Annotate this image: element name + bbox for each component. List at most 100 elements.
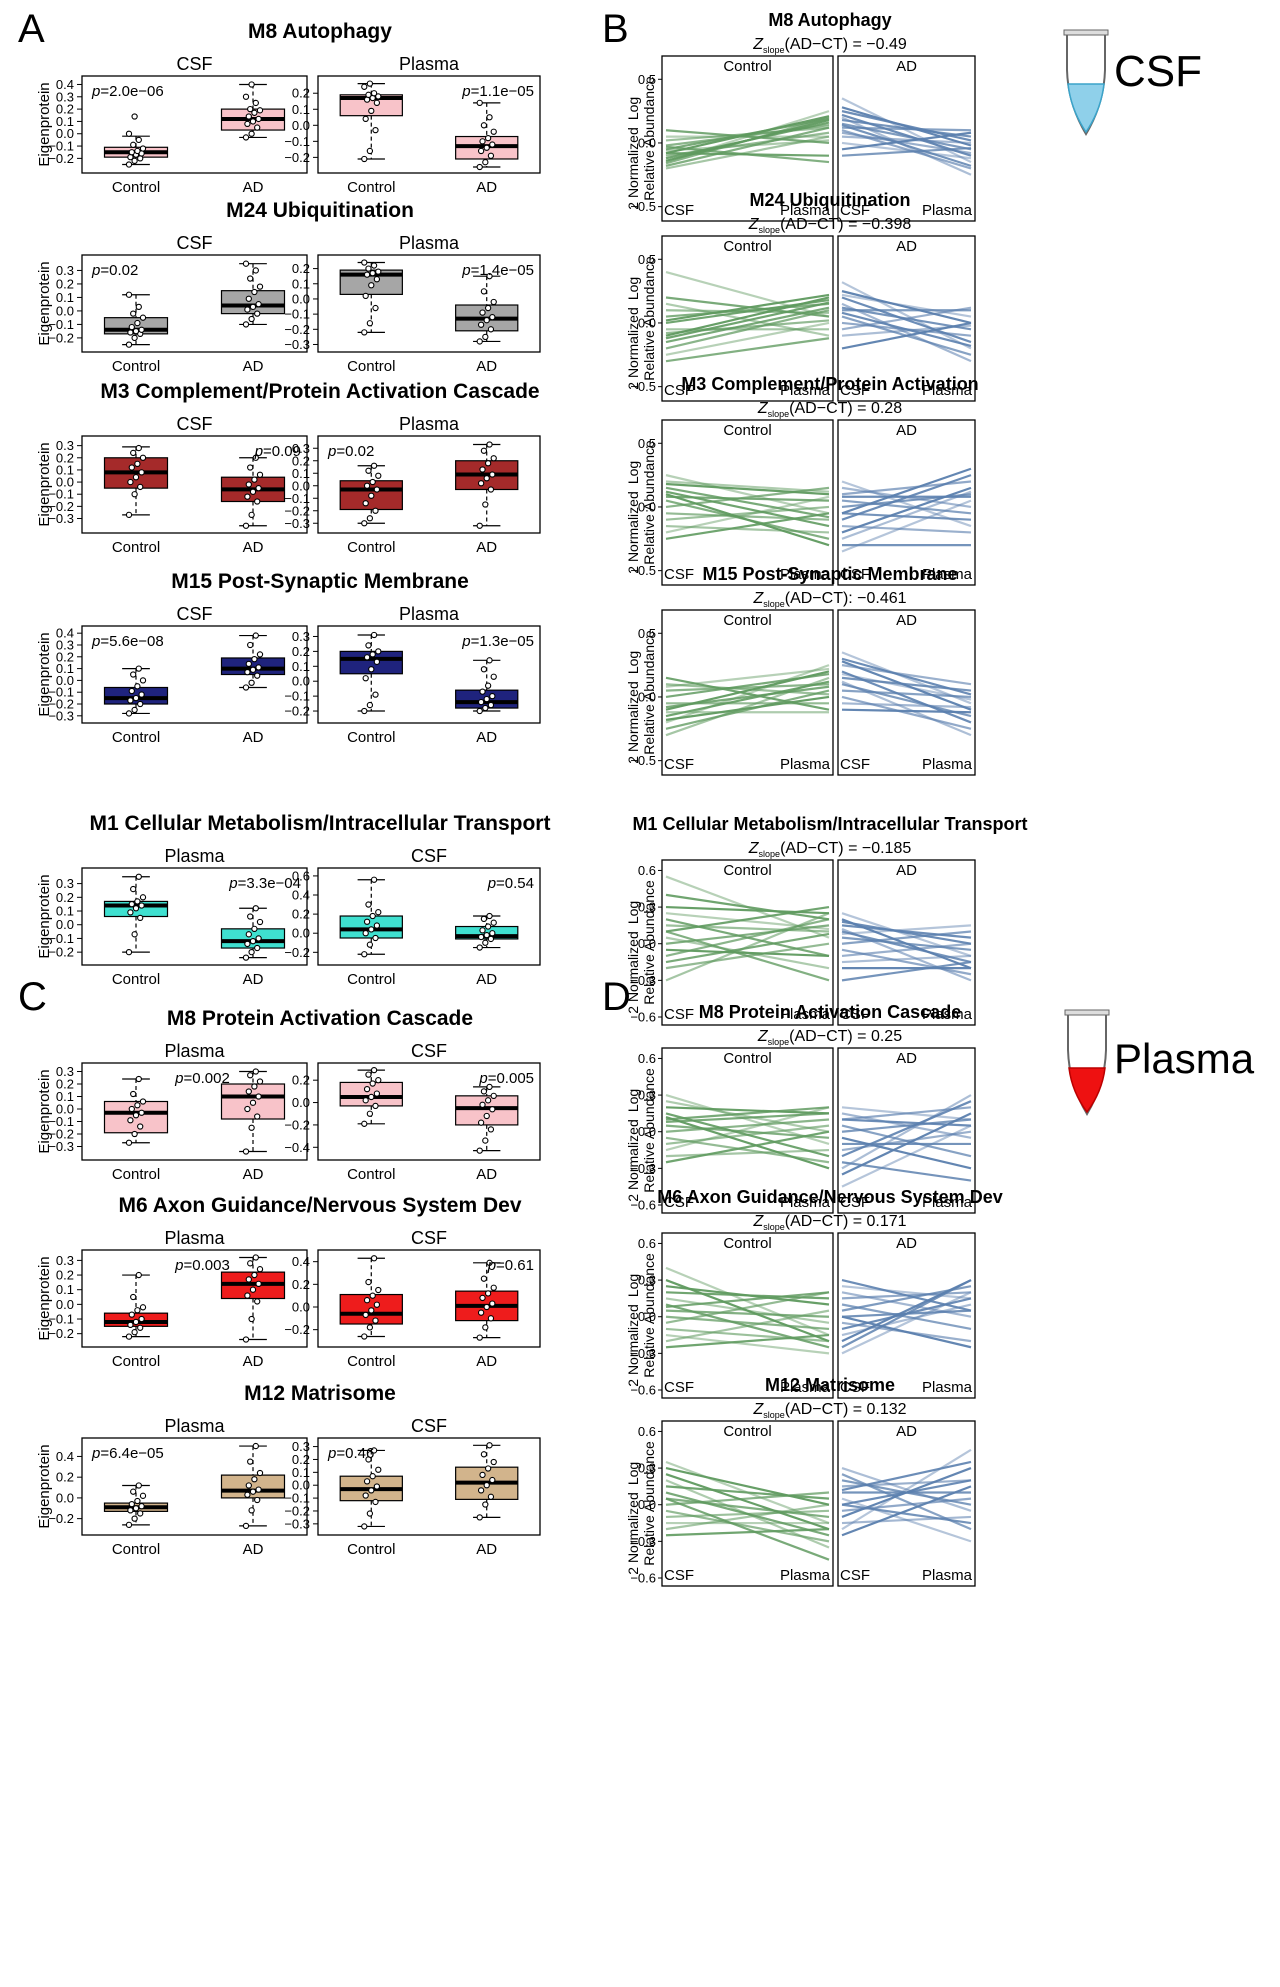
subplot-plasma: Plasma −0.2−0.10.00.10.20.3 Control AD p=1.3… — [284, 604, 541, 746]
y-tick-label: 0.0 — [292, 291, 310, 306]
data-point — [487, 701, 495, 709]
y-tick-label: 0.1 — [292, 102, 310, 117]
data-point — [254, 1298, 261, 1305]
facet-label: Control — [723, 238, 771, 255]
data-point — [362, 1311, 369, 1319]
paired-line — [841, 1303, 972, 1331]
p-value-text: =0.02 — [100, 262, 138, 279]
data-point — [125, 1139, 133, 1146]
facet-frame — [837, 1420, 976, 1587]
p-symbol: p — [174, 1070, 183, 1087]
paired-line — [665, 337, 830, 363]
data-point — [369, 269, 376, 277]
paired-line — [665, 1467, 830, 1506]
y-tick-label: −0.2 — [48, 1326, 74, 1341]
facet-label: Control — [723, 612, 771, 629]
x-label-csf: CSF — [664, 1006, 694, 1023]
paired-line — [665, 493, 830, 547]
data-point — [486, 657, 493, 664]
data-point — [368, 107, 375, 115]
data-point — [370, 90, 378, 97]
y-tick-label: −0.2 — [48, 1511, 74, 1526]
data-point — [130, 1488, 137, 1495]
facet-frame — [661, 55, 834, 222]
x-category-label: AD — [243, 1166, 264, 1183]
paired-line — [841, 1285, 972, 1300]
data-point — [489, 141, 496, 148]
data-point — [368, 666, 375, 673]
data-point — [372, 1498, 379, 1506]
data-point — [369, 1473, 376, 1480]
y-tick-label: 0.2 — [292, 1277, 310, 1292]
y-tick-label: −0.5 — [630, 379, 656, 394]
data-point — [370, 1255, 378, 1262]
facet-frame — [837, 235, 976, 402]
x-label-plasma: Plasma — [780, 1006, 831, 1023]
data-point — [135, 136, 142, 144]
x-label-plasma: Plasma — [780, 1194, 831, 1211]
data-point — [373, 1301, 381, 1308]
data-point — [255, 1486, 262, 1493]
data-point — [128, 1105, 135, 1113]
facet-ad: AD CSF Plasma — [837, 1047, 976, 1214]
data-point — [373, 658, 381, 665]
data-point — [366, 1324, 374, 1331]
facet-label: AD — [896, 422, 917, 439]
module-title: M12 Matrisome — [765, 1375, 895, 1395]
paired-line — [665, 1309, 830, 1343]
data-point — [251, 925, 258, 932]
x-category-label: AD — [243, 1541, 264, 1558]
data-point — [370, 1447, 378, 1454]
facet-label: Control — [723, 1423, 771, 1440]
data-point — [489, 1476, 496, 1484]
fluid-label: CSF — [177, 54, 213, 74]
y-axis-label-relative: Relative Abundance — [641, 1441, 657, 1566]
data-point — [251, 1083, 258, 1090]
facet-frame — [661, 609, 834, 776]
x-label-csf: CSF — [840, 1379, 870, 1396]
paired-line — [665, 474, 830, 515]
y-tick-label: −0.2 — [284, 1322, 310, 1337]
data-point — [125, 161, 133, 168]
data-point — [487, 935, 495, 943]
x-label-csf: CSF — [840, 566, 870, 583]
data-point — [127, 909, 134, 916]
paired-line — [665, 924, 830, 933]
z-subscript: slope — [763, 1410, 785, 1420]
paired-line — [665, 1291, 830, 1324]
data-point — [373, 1483, 381, 1490]
paired-line — [665, 126, 830, 142]
data-point — [132, 1318, 140, 1326]
paired-line — [841, 311, 972, 347]
paired-line — [841, 512, 972, 521]
z-value: (AD−CT) = 0.25 — [789, 1028, 902, 1045]
legend-plasma-label: Plasma — [1114, 1035, 1255, 1082]
y-tick-label: 0.0 — [56, 126, 74, 141]
data-point — [125, 130, 133, 137]
data-point — [138, 1109, 145, 1116]
box-control — [339, 1066, 403, 1127]
data-point — [249, 666, 257, 673]
data-point — [134, 683, 141, 690]
data-point — [135, 873, 142, 880]
paired-line — [665, 912, 830, 982]
data-point — [249, 488, 257, 495]
line-module-1: M24 Ubiquitination Zslope(AD−CT) = −0.398… — [625, 190, 976, 402]
module-title: M24 Ubiquitination — [226, 199, 414, 222]
data-point — [251, 476, 258, 483]
data-point — [487, 1493, 495, 1500]
data-point — [131, 931, 138, 938]
y-axis-label-normalized: 2 Normalized — [625, 1304, 641, 1386]
data-point — [244, 940, 251, 948]
z-subscript: slope — [768, 1037, 790, 1047]
x-label-csf: CSF — [664, 756, 694, 773]
facet-label: AD — [896, 1050, 917, 1067]
y-tick-label: 0.3 — [56, 876, 74, 891]
paired-line — [841, 290, 972, 325]
fluid-label: Plasma — [399, 54, 460, 74]
y-tick-label: −0.6 — [630, 1571, 656, 1586]
y-tick-label: −0.3 — [284, 1516, 310, 1531]
y-tick-label: 0.0 — [56, 917, 74, 932]
paired-line — [841, 936, 972, 951]
data-point — [249, 303, 257, 311]
